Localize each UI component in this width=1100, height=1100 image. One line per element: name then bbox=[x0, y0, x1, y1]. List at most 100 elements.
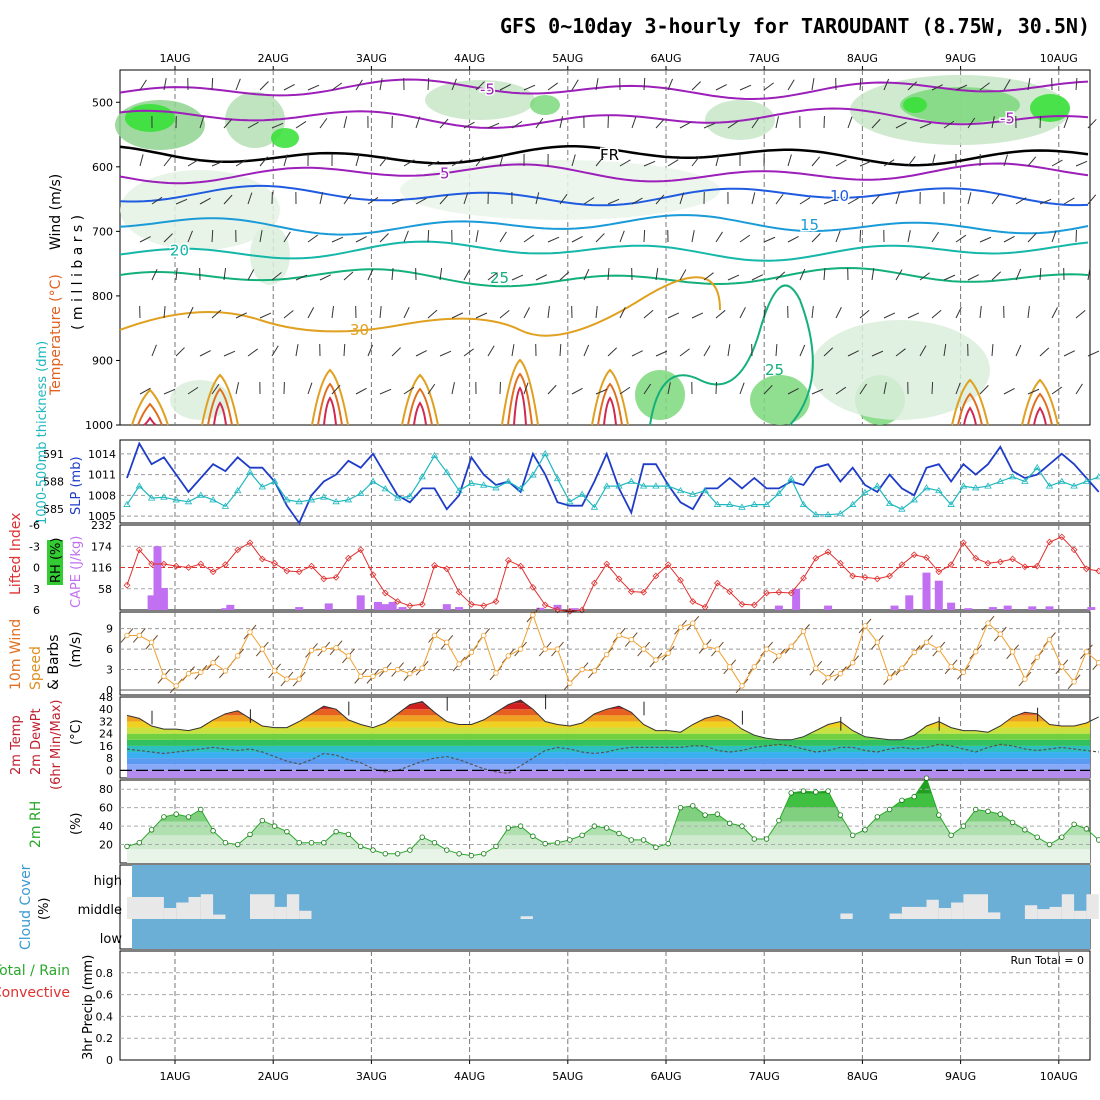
cape-bar bbox=[153, 546, 162, 610]
li-marker bbox=[246, 539, 254, 547]
slp-thickness-panel bbox=[119, 439, 1100, 525]
wind-barb bbox=[1051, 386, 1063, 395]
thickness-marker bbox=[664, 482, 672, 489]
thickness-marker bbox=[418, 473, 426, 480]
wind-barb bbox=[235, 312, 248, 319]
wind-barb bbox=[679, 192, 685, 205]
warm-contour bbox=[201, 373, 239, 426]
cape-bar bbox=[934, 580, 943, 610]
wind-barb bbox=[283, 231, 291, 243]
wind-barb bbox=[283, 310, 294, 319]
wind-barb bbox=[979, 82, 990, 91]
rh-band bbox=[127, 849, 1090, 863]
wind-barb bbox=[871, 118, 881, 129]
wind-barb bbox=[739, 234, 751, 243]
label-millibars: ( m i l l i b a r s ) bbox=[70, 215, 86, 330]
rh-tick: 40 bbox=[99, 820, 113, 833]
cloud-block bbox=[520, 916, 533, 919]
wind-barb bbox=[271, 272, 282, 281]
wind-barb bbox=[487, 122, 500, 129]
wind-barb bbox=[883, 382, 887, 395]
wind-barb bbox=[703, 122, 716, 129]
wind-barb bbox=[583, 268, 590, 281]
temp-band bbox=[127, 770, 1090, 778]
li-marker bbox=[750, 601, 758, 609]
wind-barb bbox=[523, 234, 535, 243]
rh-marker bbox=[1083, 826, 1090, 832]
isotherm-label: 15 bbox=[800, 216, 819, 234]
wind-marker bbox=[333, 645, 339, 651]
cloud-block bbox=[188, 897, 201, 919]
wind-marker bbox=[1009, 649, 1016, 655]
li-marker bbox=[677, 576, 684, 584]
wind-barb bbox=[691, 156, 700, 167]
cloud-block bbox=[938, 908, 952, 919]
wind-barb bbox=[223, 268, 227, 281]
cape-bar bbox=[922, 572, 931, 610]
thickness-marker bbox=[1021, 477, 1029, 484]
wind-marker bbox=[210, 660, 216, 666]
thickness-marker bbox=[910, 496, 918, 503]
isotherm-label: 20 bbox=[170, 242, 189, 260]
wind-barb bbox=[1027, 232, 1037, 243]
wind-marker bbox=[407, 670, 413, 677]
wind-barb bbox=[427, 383, 436, 395]
wind-marker bbox=[481, 632, 487, 639]
thickness-marker bbox=[258, 483, 267, 490]
cloud-block bbox=[1049, 906, 1062, 919]
rh-shading bbox=[1030, 94, 1070, 122]
wind-barb bbox=[235, 78, 241, 91]
thickness-marker bbox=[147, 494, 156, 501]
thickness-marker bbox=[283, 496, 291, 503]
wind-barb bbox=[343, 343, 346, 357]
wind-barb bbox=[1039, 198, 1052, 205]
cloud-block bbox=[889, 913, 902, 919]
warm-contour bbox=[311, 368, 349, 426]
cape-bar bbox=[536, 607, 545, 610]
date-label-top: 9AUG bbox=[945, 52, 976, 65]
wind-barb bbox=[739, 382, 745, 395]
wind-barb bbox=[139, 154, 144, 167]
rh-marker bbox=[382, 851, 388, 857]
warm-contour bbox=[1027, 392, 1053, 426]
thickness-marker bbox=[959, 482, 968, 489]
thickness-marker bbox=[295, 498, 303, 505]
li-marker bbox=[443, 565, 451, 573]
wind-barb bbox=[967, 192, 972, 205]
li-marker bbox=[185, 564, 192, 571]
cape-bar bbox=[947, 602, 956, 610]
precip-panel bbox=[119, 950, 1091, 1061]
cloud-block bbox=[163, 908, 177, 919]
rh-marker bbox=[1009, 819, 1016, 826]
label-rh-units: (%) bbox=[69, 813, 84, 836]
wind-barb bbox=[535, 192, 540, 205]
li-marker bbox=[258, 555, 266, 563]
li-marker bbox=[996, 558, 1004, 566]
temp-band bbox=[127, 758, 1090, 765]
wind-marker bbox=[1083, 649, 1090, 655]
cloud-block bbox=[1086, 894, 1099, 919]
thickness-marker bbox=[209, 496, 217, 503]
wind-barb bbox=[763, 236, 776, 243]
cape-bar bbox=[890, 605, 899, 610]
cloud-block bbox=[1074, 910, 1087, 919]
wind-barb bbox=[211, 229, 214, 243]
li-marker bbox=[135, 546, 143, 554]
cape-lifted-index-panel bbox=[119, 524, 1100, 615]
li-marker bbox=[1033, 562, 1041, 570]
rh-legend-swatch bbox=[47, 540, 63, 585]
warm-contour bbox=[317, 382, 343, 426]
li-marker bbox=[480, 602, 488, 610]
date-label-top: 7AUG bbox=[749, 52, 780, 65]
isotherm-label: FR bbox=[600, 146, 619, 164]
wind-barb bbox=[1027, 306, 1030, 319]
wind-barb bbox=[643, 160, 656, 167]
rh-marker bbox=[567, 837, 573, 843]
wind-barb bbox=[859, 309, 870, 319]
wind-barb bbox=[211, 383, 220, 395]
li-marker bbox=[394, 598, 401, 605]
date-label-bottom: 8AUG bbox=[847, 1070, 878, 1083]
wind-barb bbox=[499, 310, 510, 319]
wind-barb bbox=[715, 231, 723, 243]
li-marker bbox=[492, 598, 500, 605]
